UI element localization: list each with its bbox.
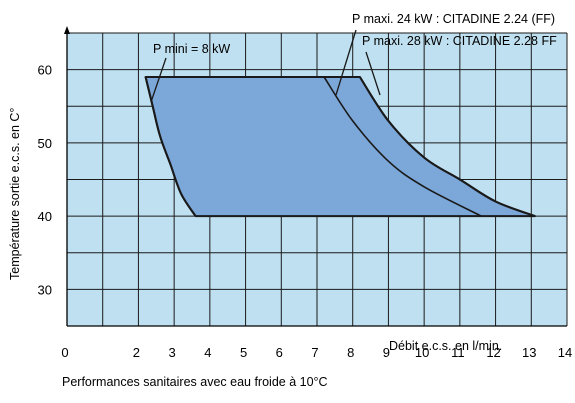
x-tick-label: 8 xyxy=(347,345,354,360)
x-tick-label: 13 xyxy=(522,345,536,360)
y-tick-label: 60 xyxy=(38,63,52,78)
leader-p-mini xyxy=(150,57,167,103)
curve-p-mini xyxy=(144,76,197,217)
y-tick-labels: 30 40 50 60 xyxy=(38,63,52,298)
y-tick-label: 40 xyxy=(38,209,52,224)
x-tick-label: 2 xyxy=(133,345,140,360)
y-axis-arrow xyxy=(64,26,70,34)
x-tick-label: 9 xyxy=(383,345,390,360)
x-tick-label: 12 xyxy=(486,345,500,360)
y-tick-label: 30 xyxy=(38,282,52,297)
x-tick-label: 0 xyxy=(61,345,68,360)
x-tick-label: 5 xyxy=(240,345,247,360)
curve-p-maxi-24 xyxy=(323,76,482,217)
x-tick-label: 7 xyxy=(311,345,318,360)
y-axis-label: Température sortie e.c.s. en C° xyxy=(8,108,22,280)
annotation-p-maxi-28: P maxi. 28 kW : CITADINE 2.28 FF xyxy=(362,34,557,48)
x-tick-label: 11 xyxy=(451,345,465,360)
x-tick-labels: 0 2 3 4 5 6 7 8 9 10 11 12 13 14 xyxy=(61,345,572,360)
x-tick-label: 4 xyxy=(204,345,211,360)
chart-caption: Performances sanitaires avec eau froide … xyxy=(62,375,328,389)
leader-p-maxi-24 xyxy=(335,29,357,96)
x-tick-label: 6 xyxy=(276,345,283,360)
x-axis-label: Débit e.c.s. en l/min. xyxy=(389,339,502,353)
annotation-p-maxi-24: P maxi. 24 kW : CITADINE 2.24 (FF) xyxy=(352,12,555,26)
leader-p-maxi-28 xyxy=(365,51,381,96)
x-tick-label: 3 xyxy=(169,345,176,360)
annotation-p-mini: P mini = 8 kW xyxy=(153,42,230,56)
curve-p-maxi-28 xyxy=(359,76,536,218)
x-tick-label: 14 xyxy=(558,345,572,360)
axes xyxy=(64,26,567,327)
y-tick-label: 50 xyxy=(38,136,52,151)
x-tick-label: 10 xyxy=(415,345,429,360)
performance-curves xyxy=(144,76,536,218)
annotation-leaders xyxy=(150,29,381,103)
